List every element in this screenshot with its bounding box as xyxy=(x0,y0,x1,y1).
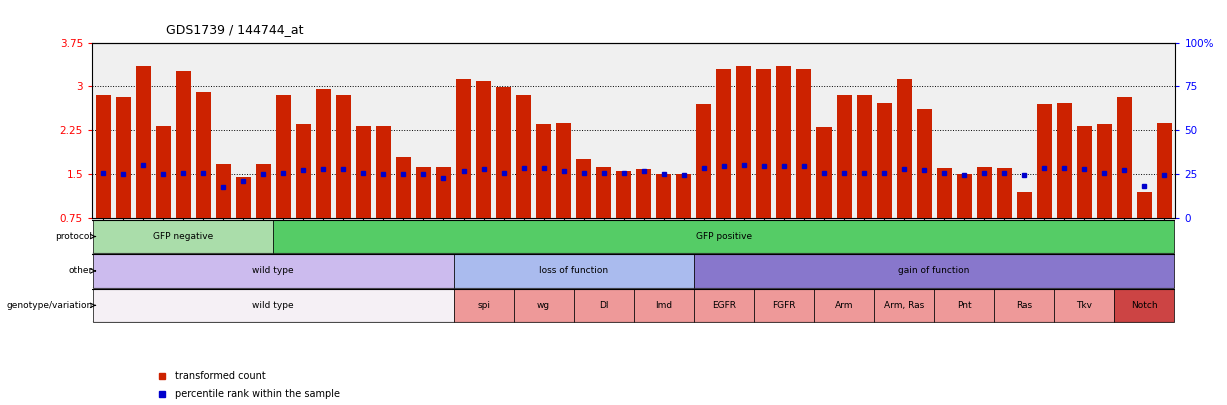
Bar xyxy=(616,171,631,218)
Text: wild type: wild type xyxy=(253,301,294,310)
Text: Imd: Imd xyxy=(655,301,672,310)
Bar xyxy=(596,167,611,218)
Bar xyxy=(296,124,310,218)
Bar xyxy=(454,254,693,288)
Bar xyxy=(93,220,274,253)
Text: wild type: wild type xyxy=(253,266,294,275)
Bar xyxy=(1037,104,1052,218)
Text: Pnt: Pnt xyxy=(957,301,972,310)
Bar xyxy=(777,66,791,218)
Text: FGFR: FGFR xyxy=(772,301,795,310)
Text: Notch: Notch xyxy=(1131,301,1158,310)
Bar xyxy=(693,254,1174,288)
Bar xyxy=(837,95,852,218)
Bar xyxy=(996,168,1012,218)
Bar xyxy=(175,70,190,218)
Bar xyxy=(637,169,652,218)
Bar xyxy=(816,127,832,218)
Bar xyxy=(917,109,931,218)
Text: Ras: Ras xyxy=(1016,301,1032,310)
Bar xyxy=(1117,97,1133,218)
Text: Arm, Ras: Arm, Ras xyxy=(883,301,924,310)
Bar xyxy=(135,66,151,218)
Bar xyxy=(574,289,633,322)
Bar xyxy=(93,254,454,288)
Bar xyxy=(633,289,693,322)
Bar xyxy=(874,289,934,322)
Bar xyxy=(1114,289,1174,322)
Bar xyxy=(556,123,571,218)
Bar xyxy=(1137,192,1152,218)
Bar xyxy=(717,69,731,218)
Text: GFP positive: GFP positive xyxy=(696,232,752,241)
Bar xyxy=(693,289,753,322)
Text: Dl: Dl xyxy=(599,301,609,310)
Bar xyxy=(814,289,874,322)
Bar xyxy=(456,79,471,218)
Bar xyxy=(1017,192,1032,218)
Bar xyxy=(1157,123,1172,218)
Bar xyxy=(736,66,751,218)
Text: other: other xyxy=(69,266,92,275)
Bar xyxy=(934,289,994,322)
Bar xyxy=(536,124,551,218)
Bar xyxy=(957,174,972,218)
Bar xyxy=(936,168,952,218)
Bar xyxy=(255,164,271,218)
Text: percentile rank within the sample: percentile rank within the sample xyxy=(175,389,340,399)
Bar xyxy=(396,156,411,218)
Text: EGFR: EGFR xyxy=(712,301,736,310)
Bar xyxy=(676,174,691,218)
Text: loss of function: loss of function xyxy=(539,266,609,275)
Text: protocol: protocol xyxy=(55,232,92,241)
Bar xyxy=(897,79,912,218)
Bar xyxy=(96,95,110,218)
Text: GDS1739 / 144744_at: GDS1739 / 144744_at xyxy=(166,23,303,36)
Bar xyxy=(315,89,331,218)
Bar xyxy=(356,126,371,218)
Bar xyxy=(216,164,231,218)
Bar xyxy=(236,177,250,218)
Bar xyxy=(93,289,454,322)
Bar xyxy=(496,87,512,218)
Bar xyxy=(577,160,591,218)
Bar xyxy=(753,289,814,322)
Bar xyxy=(336,95,351,218)
Bar xyxy=(856,95,871,218)
Bar xyxy=(115,97,130,218)
Bar xyxy=(517,95,531,218)
Bar xyxy=(876,103,892,218)
Bar xyxy=(796,69,811,218)
Bar xyxy=(195,92,211,218)
Text: spi: spi xyxy=(477,301,490,310)
Text: gain of function: gain of function xyxy=(898,266,969,275)
Text: transformed count: transformed count xyxy=(175,371,266,381)
Bar xyxy=(375,126,391,218)
Text: genotype/variation: genotype/variation xyxy=(6,301,92,310)
Text: Arm: Arm xyxy=(834,301,853,310)
Text: GFP negative: GFP negative xyxy=(153,232,213,241)
Bar xyxy=(276,95,291,218)
Bar xyxy=(514,289,574,322)
Bar xyxy=(416,167,431,218)
Bar xyxy=(1097,124,1112,218)
Bar xyxy=(476,81,491,218)
Bar xyxy=(994,289,1054,322)
Bar xyxy=(1054,289,1114,322)
Bar xyxy=(697,104,712,218)
Bar xyxy=(1056,103,1072,218)
Bar xyxy=(156,126,171,218)
Text: Tkv: Tkv xyxy=(1076,301,1092,310)
Bar xyxy=(656,174,671,218)
Bar xyxy=(1077,126,1092,218)
Bar xyxy=(454,289,514,322)
Bar xyxy=(274,220,1174,253)
Bar xyxy=(436,167,452,218)
Bar xyxy=(977,167,991,218)
Text: wg: wg xyxy=(537,301,550,310)
Bar xyxy=(756,69,772,218)
